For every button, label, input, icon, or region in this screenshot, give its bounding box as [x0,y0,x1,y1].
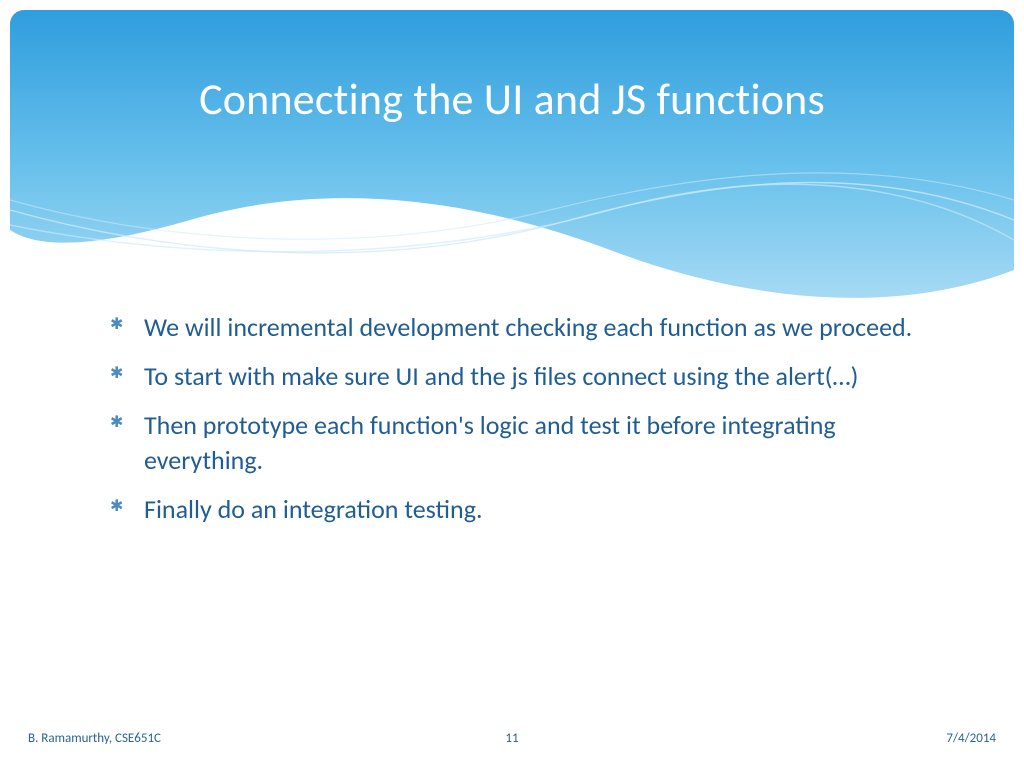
bullet-item: To start with make sure UI and the js fi… [110,359,924,394]
bullet-list: We will incremental development checking… [110,310,924,527]
slide-title: Connecting the UI and JS functions [10,72,1014,126]
bullet-item: Then prototype each function's logic and… [110,408,924,478]
slide-container: Connecting the UI and JS functions We wi… [10,10,1014,758]
bullet-item: We will incremental development checking… [110,310,924,345]
header-wave-graphic [10,10,1014,310]
slide-footer: B. Ramamurthy, CSE651C 11 7/4/2014 [10,731,1014,746]
bullet-item: Finally do an integration testing. [110,492,924,527]
slide-body: We will incremental development checking… [110,310,924,541]
footer-date: 7/4/2014 [946,731,996,746]
footer-author: B. Ramamurthy, CSE651C [28,731,161,746]
